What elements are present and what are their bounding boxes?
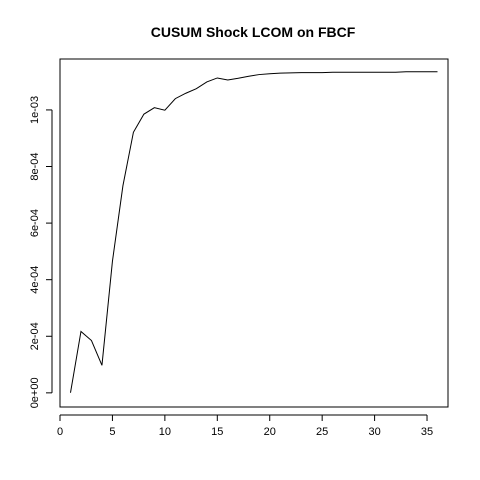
x-tick-label: 10: [159, 426, 171, 438]
x-axis: 0 5 10 15 20 25 30 35: [57, 414, 433, 438]
x-tick-label: 35: [421, 426, 433, 438]
x-tick-label: 20: [264, 426, 276, 438]
x-tick-label: 0: [57, 426, 63, 438]
y-tick-label: 0e+00: [29, 377, 41, 408]
x-tick-label: 25: [316, 426, 328, 438]
x-tick-label: 30: [368, 426, 380, 438]
series-line: [69, 71, 438, 393]
y-axis: 0e+00 2e-04 4e-04 6e-04 8e-04 1e-03: [29, 96, 53, 408]
x-tick-label: 15: [211, 426, 223, 438]
plot-area: [59, 58, 449, 408]
x-tick-label: 5: [109, 426, 115, 438]
y-tick-label: 4e-04: [29, 266, 41, 294]
chart-title: CUSUM Shock LCOM on FBCF: [151, 24, 356, 40]
series-layer: [69, 71, 438, 393]
y-tick-label: 1e-03: [29, 96, 41, 124]
y-tick-label: 2e-04: [29, 322, 41, 350]
y-tick-label: 6e-04: [29, 209, 41, 237]
y-tick-label: 8e-04: [29, 152, 41, 180]
